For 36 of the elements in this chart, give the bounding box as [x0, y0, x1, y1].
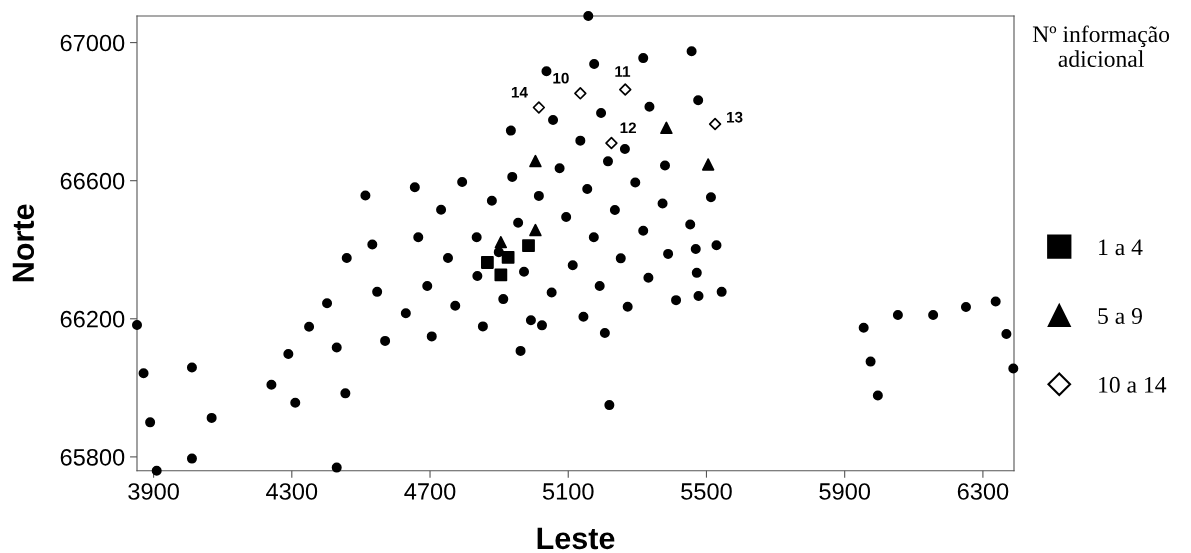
- x-tick-label: 3900: [128, 483, 179, 500]
- x-tick-label: 5100: [542, 483, 594, 500]
- point: [532, 101, 546, 114]
- annotation: 10: [553, 72, 569, 84]
- point: [501, 250, 515, 264]
- point: [701, 158, 715, 171]
- legend-title: Nº informação adicional: [1032, 25, 1170, 67]
- y-axis-title: Norte: [12, 204, 35, 282]
- point: [708, 117, 722, 131]
- point: [529, 223, 542, 237]
- point: [480, 256, 494, 269]
- y-tick-label: 66600: [60, 172, 125, 190]
- y-tick-label: 65800: [60, 448, 125, 466]
- x-axis-title: Leste: [537, 527, 615, 550]
- annotation: 11: [615, 66, 631, 77]
- y-tick-label: 67000: [60, 34, 125, 52]
- point: [522, 239, 535, 252]
- x-tick-label: 4700: [404, 483, 456, 500]
- point: [529, 154, 542, 168]
- point: [619, 83, 632, 96]
- annotation: 14: [511, 87, 528, 98]
- point: [494, 268, 508, 282]
- x-tick-label: 5500: [681, 483, 732, 500]
- legend-label: 1 a 4: [1099, 239, 1143, 256]
- legend-label: 5 a 9: [1098, 308, 1142, 324]
- annotation: 13: [727, 111, 743, 123]
- legend-label: 10 a 14: [1099, 376, 1167, 393]
- x-tick-label: 4300: [266, 483, 318, 500]
- point: [574, 87, 587, 100]
- y-tick-label: 66200: [60, 310, 125, 328]
- point: [605, 136, 618, 150]
- annotation: 12: [620, 122, 636, 134]
- point: [494, 235, 508, 249]
- x-tick-label: 5900: [819, 483, 871, 500]
- x-tick-label: 6300: [957, 483, 1009, 500]
- point: [660, 121, 673, 135]
